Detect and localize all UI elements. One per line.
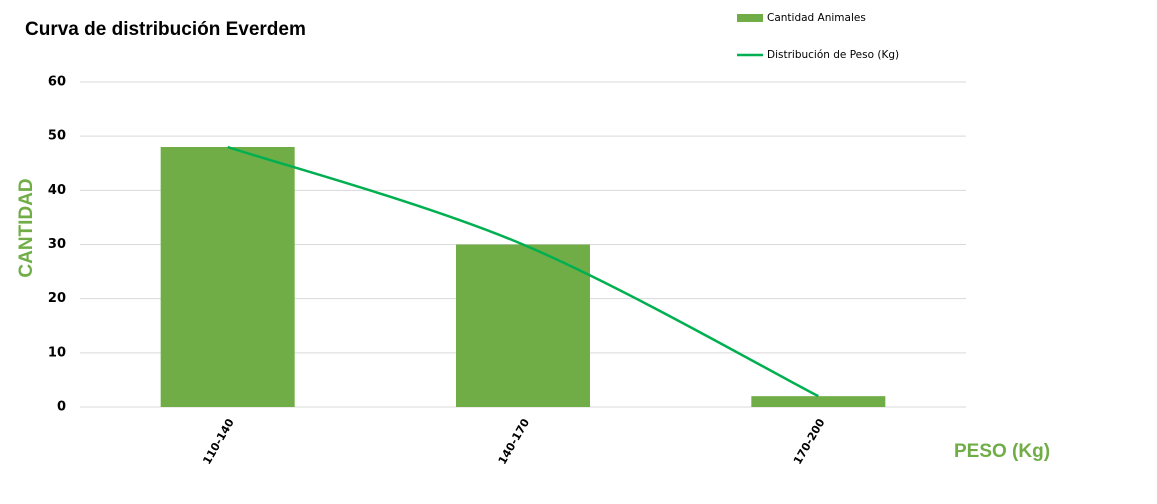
y-tick-label: 10: [48, 345, 66, 360]
y-tick-label: 30: [48, 237, 66, 252]
y-tick-label: 60: [48, 75, 66, 90]
bar: [751, 396, 886, 407]
x-tick-label: 140-170: [496, 416, 533, 467]
legend-label: Cantidad Animales: [767, 12, 866, 24]
legend-label: Distribución de Peso (Kg): [767, 49, 899, 61]
y-tick-label: 20: [48, 291, 66, 306]
y-tick-label: 0: [57, 400, 66, 415]
bar: [456, 244, 590, 407]
x-tick-label: 170-200: [791, 416, 828, 467]
y-axis-label: CANTIDAD: [16, 178, 37, 277]
x-axis-label: PESO (Kg): [954, 441, 1050, 462]
legend-swatch: [737, 14, 763, 22]
bar: [160, 147, 295, 407]
y-tick-label: 50: [48, 129, 66, 144]
chart-title: Curva de distribución Everdem: [25, 19, 306, 40]
x-tick-label: 110-140: [200, 416, 237, 467]
line: [227, 145, 819, 398]
y-tick-label: 40: [48, 183, 66, 198]
